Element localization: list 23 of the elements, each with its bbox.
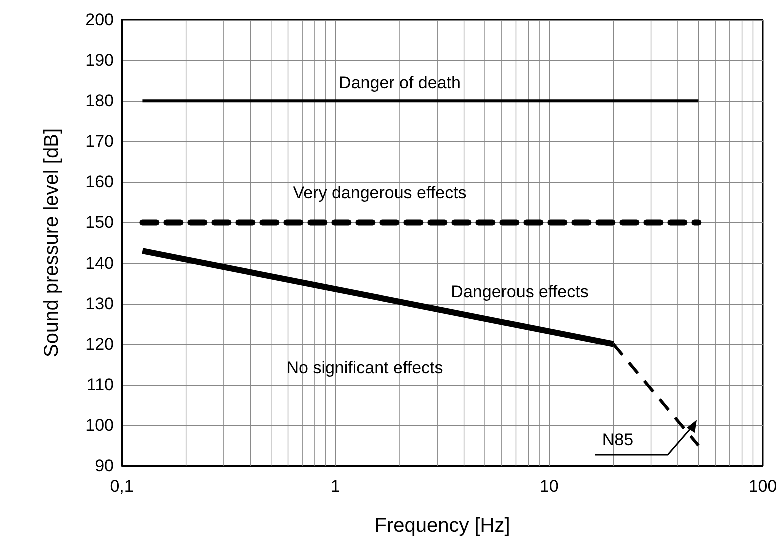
y-tick-label: 200 xyxy=(86,10,114,30)
annotation: N85 xyxy=(602,430,634,450)
annotation: No significant effects xyxy=(286,358,444,378)
y-axis-title: Sound pressure level [dB] xyxy=(41,128,63,358)
y-tick-label: 110 xyxy=(86,375,114,394)
x-tick-label: 1 xyxy=(330,477,340,496)
y-tick-label: 130 xyxy=(86,294,114,314)
y-tick-label: 170 xyxy=(86,132,114,152)
x-tick-label: 0,1 xyxy=(110,477,134,496)
y-tick-label: 180 xyxy=(86,92,114,111)
y-tick-label: 150 xyxy=(86,213,114,232)
y-tick-label: 140 xyxy=(86,254,114,273)
x-axis-title: Frequency [Hz] xyxy=(374,515,510,537)
annotation: Danger of death xyxy=(339,74,461,92)
y-tick-label: 160 xyxy=(86,172,114,192)
annotation: Very dangerous effects xyxy=(293,184,467,202)
y-tick-label: 190 xyxy=(86,51,114,70)
x-tick-label: 100 xyxy=(748,477,778,496)
annotation: Dangerous effects xyxy=(451,282,589,302)
y-tick-label: 100 xyxy=(86,416,114,435)
y-tick-label: 120 xyxy=(86,334,114,354)
x-tick-label: 10 xyxy=(540,477,559,496)
y-tick-label: 90 xyxy=(95,456,114,476)
